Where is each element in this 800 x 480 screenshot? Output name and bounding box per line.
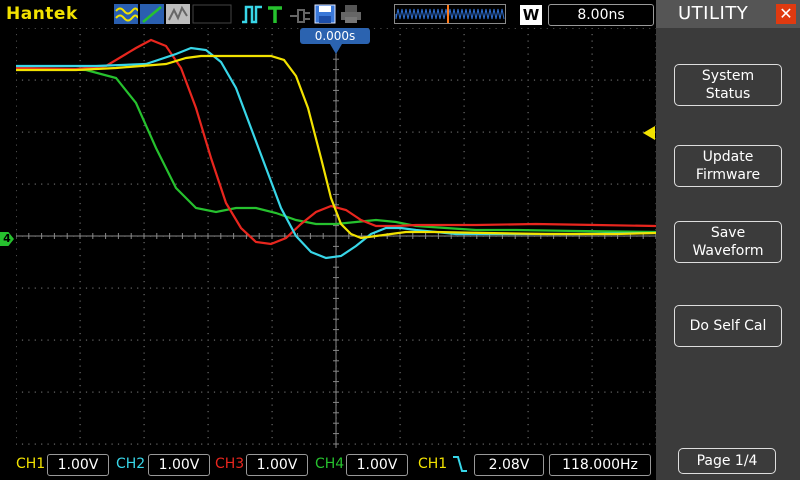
menu-title-bar: UTILITY ✕: [656, 0, 800, 28]
button-label-line2: Waveform: [692, 243, 764, 259]
window-mode-indicator: W: [520, 5, 542, 25]
utility-menu: UTILITY ✕ System Status Update Firmware …: [656, 0, 800, 480]
menu-title: UTILITY: [678, 3, 749, 24]
update-firmware-button[interactable]: Update Firmware: [674, 145, 782, 187]
system-status-button[interactable]: System Status: [674, 64, 782, 106]
trigger-frequency-readout: 118.000Hz: [549, 454, 651, 476]
memory-depth-bar[interactable]: [394, 4, 506, 24]
brand-logo: Hantek: [6, 4, 78, 24]
graticule-grid: [16, 28, 656, 448]
ramp-icon[interactable]: [140, 4, 164, 24]
printer-icon[interactable]: [340, 4, 362, 24]
button-label-line1: Save: [710, 225, 746, 241]
button-label-line2: Firmware: [695, 167, 761, 183]
trigger-source-label[interactable]: CH1: [418, 456, 448, 472]
waveform-display[interactable]: [16, 28, 656, 448]
button-label-line2: Status: [705, 86, 751, 102]
ch4-label[interactable]: CH4: [315, 456, 345, 472]
ch2-label[interactable]: CH2: [116, 456, 146, 472]
ch2-scale[interactable]: 1.00V: [148, 454, 210, 476]
ch1-scale[interactable]: 1.00V: [47, 454, 109, 476]
ch3-label[interactable]: CH3: [215, 456, 245, 472]
self-calibration-button[interactable]: Do Self Cal: [674, 305, 782, 347]
ch2-trace: [16, 46, 656, 260]
trigger-level-readout[interactable]: 2.08V: [474, 454, 544, 476]
t-icon[interactable]: [266, 4, 284, 24]
trigger-level-marker[interactable]: [643, 126, 655, 140]
plug-icon[interactable]: [288, 4, 312, 24]
ch1-trace: [16, 54, 656, 240]
button-label-line1: Do Self Cal: [689, 318, 767, 334]
menu-page-indicator[interactable]: Page 1/4: [678, 448, 776, 474]
save-disk-icon[interactable]: [314, 4, 336, 24]
empty-slot-icon: [192, 4, 232, 24]
ch3-trace: [16, 38, 656, 246]
ch4-scale[interactable]: 1.00V: [346, 454, 408, 476]
channel-status-bar: [0, 450, 656, 480]
persist-icon[interactable]: [166, 4, 190, 24]
ch4-ground-marker[interactable]: 4: [0, 232, 14, 246]
button-label-line1: System: [701, 68, 755, 84]
falling-edge-icon: [453, 456, 467, 472]
save-waveform-button[interactable]: Save Waveform: [674, 221, 782, 263]
top-toolbar: Hantek W 8.00ns: [0, 0, 656, 28]
ch3-scale[interactable]: 1.00V: [246, 454, 308, 476]
trigger-position-readout: 0.000s: [300, 28, 370, 44]
pulse-trigger-icon[interactable]: [240, 4, 264, 24]
ch1-label[interactable]: CH1: [16, 456, 46, 472]
close-icon[interactable]: ✕: [776, 4, 796, 24]
timebase-readout[interactable]: 8.00ns: [548, 4, 654, 26]
button-label-line1: Update: [702, 149, 754, 165]
wave-display-icon[interactable]: [114, 4, 138, 24]
ch4-trace: [16, 66, 656, 234]
